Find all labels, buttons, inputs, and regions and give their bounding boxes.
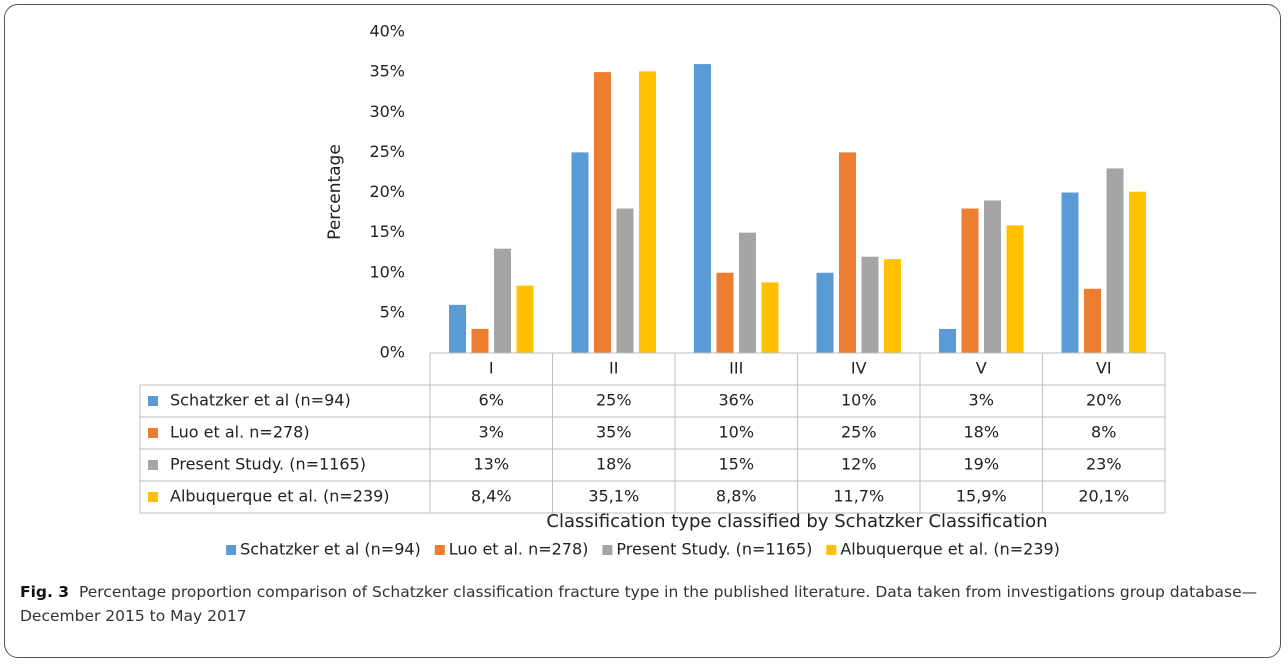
table-value: 23% — [1086, 455, 1122, 474]
table-row-label: Albuquerque et al. (n=239) — [170, 487, 390, 506]
caption: Fig. 3 Percentage proportion comparison … — [20, 580, 1265, 628]
bar — [939, 328, 956, 353]
x-tick-label: I — [489, 359, 494, 378]
table-swatch — [148, 428, 158, 438]
bar — [571, 152, 589, 353]
table-swatch — [148, 492, 158, 502]
table-value: 10% — [841, 391, 877, 410]
caption-label: Fig. 3 — [20, 583, 70, 601]
table-value: 35,1% — [588, 487, 639, 506]
table-value: 6% — [479, 391, 504, 410]
x-tick-label: V — [976, 359, 987, 378]
table-swatch — [148, 396, 158, 406]
bar — [839, 152, 856, 353]
x-tick-label: VI — [1096, 359, 1112, 378]
bar — [761, 282, 779, 353]
table-value: 35% — [596, 423, 632, 442]
table-swatch — [148, 460, 158, 470]
bar — [1061, 192, 1079, 353]
y-tick-label: 10% — [369, 262, 405, 281]
table-value: 18% — [963, 423, 999, 442]
table-value: 8,8% — [716, 487, 757, 506]
y-tick-label: 15% — [369, 222, 405, 241]
y-tick-label: 0% — [380, 343, 405, 362]
table-value: 18% — [596, 455, 632, 474]
bar — [471, 328, 489, 353]
y-tick-label: 5% — [380, 302, 405, 321]
bar — [449, 304, 466, 353]
x-axis-title: Classification type classified by Schatz… — [546, 511, 1047, 532]
y-tick-label: 35% — [369, 62, 405, 81]
legend-swatch — [826, 545, 837, 555]
bar — [961, 208, 979, 353]
table-value: 3% — [969, 391, 994, 410]
table-value: 11,7% — [833, 487, 884, 506]
legend-label: Schatzker et al (n=94) — [240, 540, 421, 559]
bar — [1129, 191, 1146, 353]
table-value: 19% — [963, 455, 999, 474]
legend-label: Present Study. (n=1165) — [616, 540, 812, 559]
figure-frame — [4, 4, 1281, 658]
legend-swatch — [434, 545, 445, 555]
bar — [694, 64, 711, 353]
x-tick-label: IV — [851, 359, 867, 378]
bar — [884, 259, 901, 353]
x-tick-label: II — [609, 359, 618, 378]
bar — [516, 285, 534, 353]
bar — [616, 208, 634, 353]
table-value: 25% — [596, 391, 632, 410]
bar — [494, 248, 511, 353]
bar — [716, 272, 734, 353]
bar — [861, 256, 879, 353]
legend-label: Luo et al. n=278) — [449, 540, 589, 559]
table-value: 20,1% — [1078, 487, 1129, 506]
bar — [816, 272, 834, 353]
chart: Percentage Classification type classifie… — [139, 22, 1166, 559]
table-value: 36% — [718, 391, 754, 410]
table-value: 25% — [841, 423, 877, 442]
bar — [639, 71, 656, 353]
table-row-label: Luo et al. n=278) — [170, 423, 310, 442]
table-value: 15% — [718, 455, 754, 474]
bar — [1006, 225, 1024, 353]
y-tick-label: 20% — [369, 182, 405, 201]
legend-swatch — [226, 545, 237, 555]
bar — [1106, 168, 1124, 353]
table-value: 10% — [718, 423, 754, 442]
table-row-label: Present Study. (n=1165) — [170, 455, 366, 474]
bar — [984, 200, 1001, 353]
legend-swatch — [602, 545, 613, 555]
table-value: 13% — [473, 455, 509, 474]
table-value: 8,4% — [471, 487, 512, 506]
caption-text: Percentage proportion comparison of Scha… — [20, 583, 1258, 625]
legend-label: Albuquerque et al. (n=239) — [840, 540, 1060, 559]
y-tick-label: 40% — [369, 22, 405, 41]
bar — [594, 72, 611, 353]
y-axis-title: Percentage — [325, 144, 345, 240]
table-value: 8% — [1091, 423, 1116, 442]
y-tick-label: 25% — [369, 142, 405, 161]
table-row-label: Schatzker et al (n=94) — [170, 391, 351, 410]
table-value: 20% — [1086, 391, 1122, 410]
bar — [739, 232, 756, 353]
table-value: 12% — [841, 455, 877, 474]
x-tick-label: III — [729, 359, 743, 378]
table-value: 3% — [479, 423, 504, 442]
y-tick-label: 30% — [369, 102, 405, 121]
bar — [1084, 288, 1101, 353]
table-value: 15,9% — [956, 487, 1007, 506]
